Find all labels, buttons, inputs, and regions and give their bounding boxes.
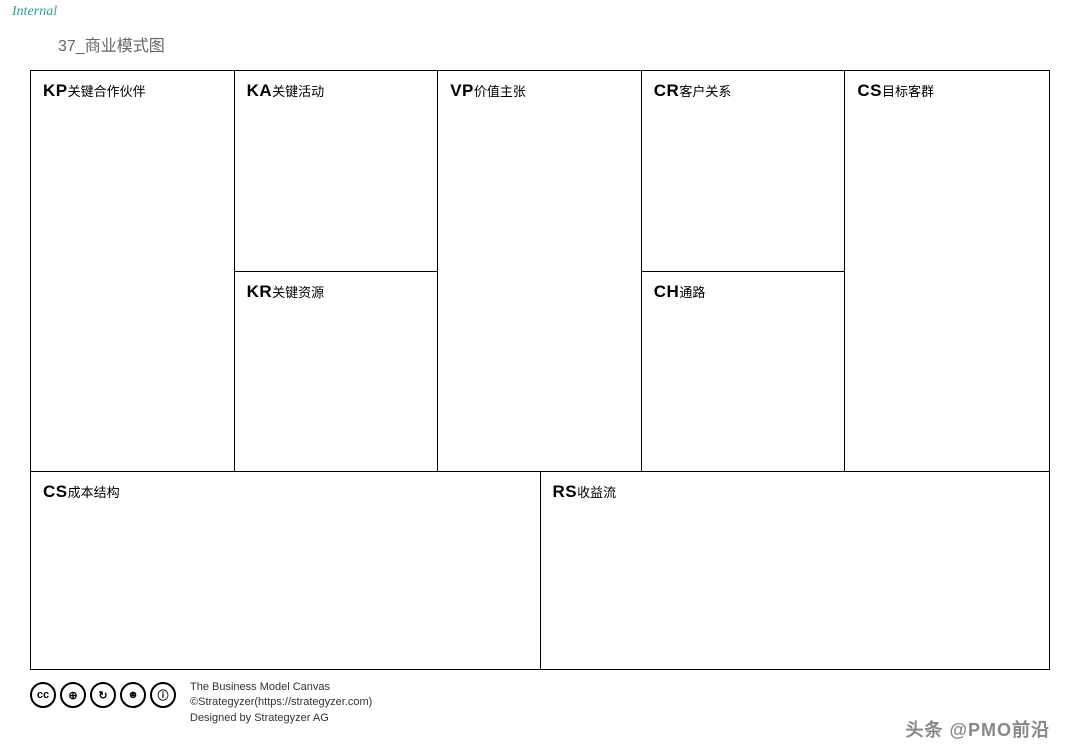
cell-kr-title: KR关键资源 [247, 282, 426, 302]
footer-line3: Designed by Strategyzer AG [190, 711, 372, 726]
cell-rs-title: RS收益流 [553, 482, 1038, 502]
cell-channels: CH通路 [642, 271, 845, 472]
cell-cs-seg-label: 目标客群 [882, 84, 934, 99]
cell-cost-code: CS [43, 482, 68, 501]
cc-by-icon: ⊕ [60, 682, 86, 708]
cc-icon: cc [30, 682, 56, 708]
cell-cr-title: CR客户关系 [654, 81, 833, 101]
cell-cr-label: 客户关系 [679, 84, 731, 99]
footer-line2: ©Strategyzer(https://strategyzer.com) [190, 695, 372, 710]
cell-value-propositions: VP价值主张 [438, 71, 642, 471]
col-cr-ch: CR客户关系 CH通路 [642, 71, 846, 471]
cell-kp-label: 关键合作伙伴 [68, 84, 146, 99]
cell-ka-label: 关键活动 [272, 84, 324, 99]
col-ka-kr: KA关键活动 KR关键资源 [235, 71, 439, 471]
bmc-bottom-row: CS成本结构 RS收益流 [31, 471, 1049, 670]
cell-ch-code: CH [654, 282, 680, 301]
cell-ch-label: 通路 [679, 285, 705, 300]
footer-line1: The Business Model Canvas [190, 680, 372, 695]
cell-kp-title: KP关键合作伙伴 [43, 81, 222, 101]
cell-kr-code: KR [247, 282, 273, 301]
source-caption: 头条 @PMO前沿 [905, 716, 1050, 742]
cell-cost-label: 成本结构 [68, 485, 120, 500]
cell-ka-title: KA关键活动 [247, 81, 426, 101]
cell-rs-code: RS [553, 482, 578, 501]
cell-ka-code: KA [247, 81, 273, 100]
cell-cr-code: CR [654, 81, 680, 100]
cell-cost-structure: CS成本结构 [31, 472, 541, 670]
cell-revenue-streams: RS收益流 [541, 472, 1050, 670]
cell-cs-seg-code: CS [857, 81, 882, 100]
footer-text: The Business Model Canvas ©Strategyzer(h… [190, 680, 372, 726]
cell-kp-code: KP [43, 81, 68, 100]
cell-customer-segments: CS目标客群 [845, 71, 1049, 471]
cell-vp-body: VP价值主张 [438, 71, 641, 471]
bmc-top-row: KP关键合作伙伴 KA关键活动 KR关键资源 [31, 71, 1049, 471]
page-title: 37_商业模式图 [58, 32, 165, 56]
cc-sa-icon: ↻ [90, 682, 116, 708]
cell-key-activities: KA关键活动 [235, 71, 438, 271]
cell-rs-label: 收益流 [577, 485, 616, 500]
cell-vp-code: VP [450, 81, 474, 100]
internal-tag: Internal [12, 4, 57, 20]
cell-key-partners: KP关键合作伙伴 [31, 71, 235, 471]
cell-kp-body: KP关键合作伙伴 [31, 71, 234, 471]
footer: cc ⊕ ↻ ☻ ⓘ The Business Model Canvas ©St… [30, 680, 1050, 740]
cc-license-icons: cc ⊕ ↻ ☻ ⓘ [30, 680, 176, 708]
cell-ch-title: CH通路 [654, 282, 833, 302]
cell-vp-label: 价值主张 [474, 84, 526, 99]
business-model-canvas-page: Internal 37_商业模式图 KP关键合作伙伴 KA关键活动 [0, 0, 1080, 748]
cell-cost-title: CS成本结构 [43, 482, 528, 502]
cell-cs-body: CS目标客群 [845, 71, 1049, 471]
cell-key-resources: KR关键资源 [235, 271, 438, 472]
cell-kr-label: 关键资源 [272, 285, 324, 300]
cell-customer-relationships: CR客户关系 [642, 71, 845, 271]
cell-vp-title: VP价值主张 [450, 81, 629, 101]
cell-cs-title: CS目标客群 [857, 81, 1037, 101]
cc-nc-icon: ☻ [120, 682, 146, 708]
bmc-canvas: KP关键合作伙伴 KA关键活动 KR关键资源 [30, 70, 1050, 670]
cc-info-icon: ⓘ [150, 682, 176, 708]
